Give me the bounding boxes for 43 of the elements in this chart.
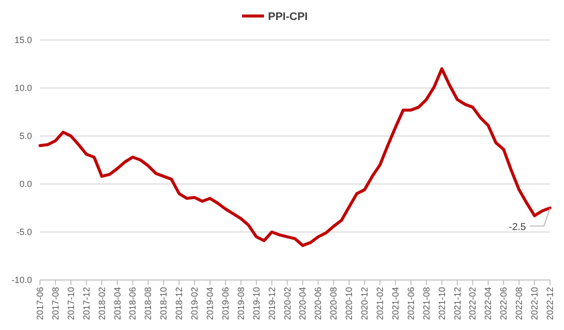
x-tick-label: 2021-08 xyxy=(421,287,432,320)
x-tick-label: 2022-04 xyxy=(483,287,494,320)
x-tick-label: 2022-08 xyxy=(514,287,524,320)
x-tick-label: 2019-08 xyxy=(236,287,246,320)
x-tick-label: 2018-12 xyxy=(174,287,184,320)
x-tick-label: 2018-04 xyxy=(112,287,122,320)
y-tick-label: 0.0 xyxy=(19,179,32,190)
x-tick-label: 2020-12 xyxy=(360,287,370,320)
x-tick-label: 2022-02 xyxy=(468,287,478,320)
x-tick-label: 2017-10 xyxy=(66,287,76,320)
y-tick-label: 15.0 xyxy=(14,35,32,46)
annotation: -2.5 xyxy=(508,222,526,233)
x-tick-label: 2018-10 xyxy=(158,287,169,320)
y-tick-label: 5.0 xyxy=(19,131,32,142)
x-tick-label: 2021-04 xyxy=(390,287,400,320)
x-tick-label: 2022-06 xyxy=(498,287,509,320)
x-tick-label: 2020-02 xyxy=(282,287,292,320)
x-tick-label: 2022-10 xyxy=(530,287,540,320)
line-series xyxy=(38,67,552,247)
x-tick-label: 2020-08 xyxy=(328,287,339,320)
x-tick-label: 2019-04 xyxy=(205,287,215,320)
x-tick-label: 2022-12 xyxy=(545,287,555,320)
x-tick-label: 2018-06 xyxy=(128,287,138,320)
x-tick-label: 2018-02 xyxy=(96,287,107,320)
y-tick-label: -5.0 xyxy=(16,227,32,238)
y-tick-label: -10.0 xyxy=(11,275,32,286)
legend-label: PPI-CPI xyxy=(268,10,308,23)
x-tick-label: 2019-12 xyxy=(266,287,277,320)
x-tick-label: 2021-06 xyxy=(406,287,416,320)
x-tick-label: 2019-02 xyxy=(190,287,200,320)
x-tick-label: 2021-10 xyxy=(436,287,447,320)
x-tick-label: 2020-10 xyxy=(344,287,354,320)
x-tick-label: 2020-06 xyxy=(313,287,324,320)
x-tick-label: 2019-10 xyxy=(251,287,262,320)
x-tick-label: 2020-04 xyxy=(298,287,308,320)
x-tick-label: 2021-12 xyxy=(452,287,462,320)
x-tick-label: 2019-06 xyxy=(220,287,230,320)
x-tick-label: 2017-06 xyxy=(35,287,45,320)
x-tick-label: 2017-08 xyxy=(50,287,60,320)
x-tick-label: 2021-02 xyxy=(375,287,385,320)
x-tick-label: 2017-12 xyxy=(81,287,92,320)
y-tick-label: 10.0 xyxy=(14,83,32,94)
x-tick-label: 2018-08 xyxy=(143,287,154,320)
